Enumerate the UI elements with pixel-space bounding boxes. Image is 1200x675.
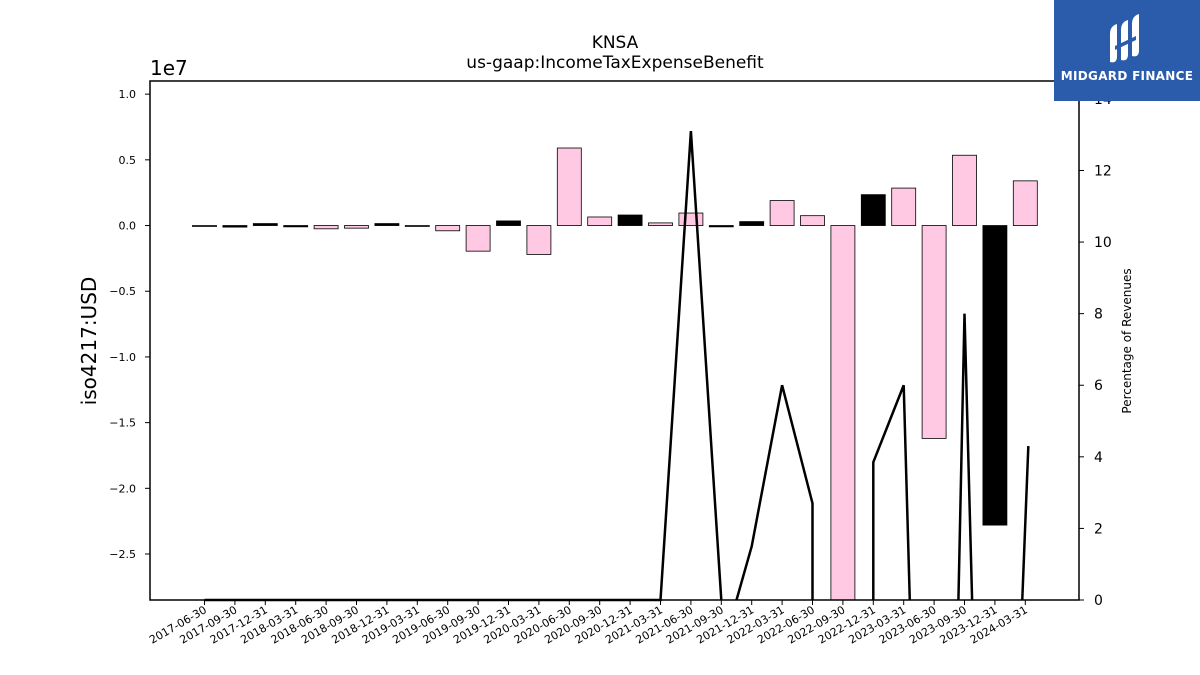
y2-tick-label: 4 <box>1094 450 1103 466</box>
bar <box>192 225 217 227</box>
y2-tick-label: 10 <box>1094 235 1112 251</box>
midgard-logo-icon <box>1110 14 1139 63</box>
bar <box>222 225 248 228</box>
bar <box>739 221 765 226</box>
bar <box>860 194 886 226</box>
bar <box>708 225 734 228</box>
plot-frame <box>149 80 1080 601</box>
chart-title: KNSA <box>592 33 639 53</box>
y2-tick-label: 6 <box>1094 378 1103 394</box>
bar <box>404 225 430 227</box>
bar <box>678 212 704 226</box>
bar <box>556 147 582 226</box>
y-offset-label: 1e7 <box>150 56 188 80</box>
percentage-line <box>735 384 814 601</box>
y-tick-label: 0.0 <box>119 220 137 233</box>
y-tick-label: 0.5 <box>119 154 137 167</box>
logo-text: MIDGARD FINANCE <box>1060 69 1194 83</box>
percentage-line <box>957 313 974 601</box>
y-tick-label: −2.0 <box>109 482 136 495</box>
bar <box>891 187 917 226</box>
bar <box>769 200 795 226</box>
percentage-line <box>872 384 912 601</box>
bar <box>374 223 400 226</box>
percentage-line <box>204 131 723 602</box>
y2-tick-label: 8 <box>1094 307 1103 323</box>
y-tick-label: −2.5 <box>109 548 136 561</box>
bar <box>465 225 491 252</box>
y2-tick-label: 12 <box>1094 163 1112 179</box>
bar <box>435 225 461 232</box>
percentage-line <box>1021 446 1030 601</box>
y2-tick-label: 2 <box>1094 521 1103 537</box>
bar <box>313 225 339 230</box>
y2-tick-label: 0 <box>1094 593 1103 609</box>
bar <box>496 220 521 226</box>
brand-logo: MIDGARD FINANCE <box>1054 0 1200 101</box>
bar <box>344 225 369 229</box>
y-tick-label: −0.5 <box>109 285 136 298</box>
bar <box>921 225 947 439</box>
y-axis-label: iso4217:USD <box>77 277 101 406</box>
bar <box>648 222 673 226</box>
bar <box>526 225 552 255</box>
bar <box>800 215 825 226</box>
bar <box>1012 180 1038 226</box>
bar <box>617 214 643 226</box>
y-tick-label: 1.0 <box>119 88 137 101</box>
chart-subtitle: us-gaap:IncomeTaxExpenseBenefit <box>466 53 764 73</box>
y-tick-label: −1.0 <box>109 351 136 364</box>
bar <box>283 225 309 228</box>
y-tick-label: −1.5 <box>109 417 136 430</box>
y2-axis-label: Percentage of Revenues <box>1120 268 1134 413</box>
bar <box>982 225 1008 526</box>
bar <box>252 223 278 226</box>
bar <box>587 216 613 226</box>
bar <box>830 225 856 601</box>
bar <box>952 154 977 226</box>
